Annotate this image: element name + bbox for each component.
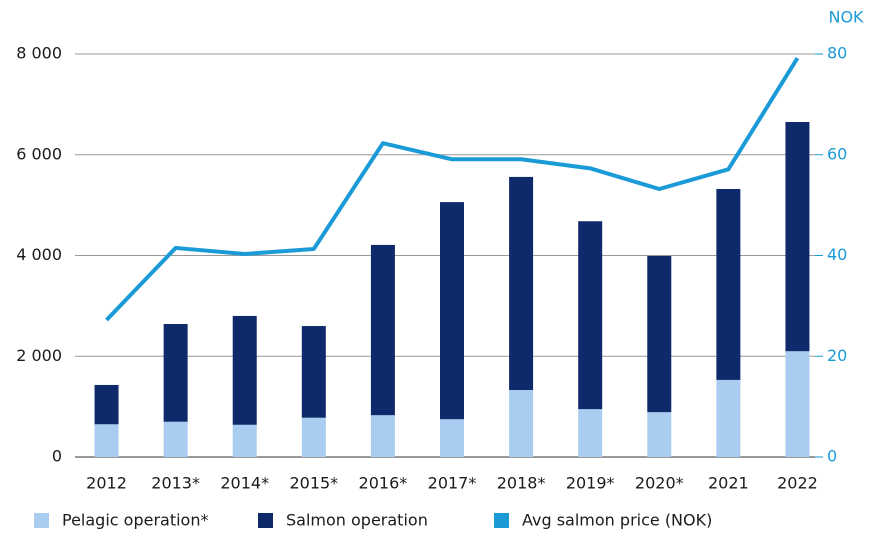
bar	[440, 419, 464, 457]
bar	[716, 379, 741, 457]
bar	[94, 384, 119, 425]
x-tick-label: 2014*	[220, 474, 269, 493]
line	[105, 56, 800, 322]
y2-tick-label: 80	[827, 44, 847, 63]
legend-label: Pelagic operation*	[62, 511, 208, 530]
bar	[647, 412, 672, 457]
x-tick-label: 2019*	[566, 474, 615, 493]
bar	[232, 315, 257, 425]
bar	[785, 122, 810, 352]
bar	[232, 424, 257, 457]
bar	[440, 202, 464, 420]
y-tick-label: 4 000	[16, 245, 62, 264]
x-tick-label: 2022	[777, 474, 818, 493]
x-tick-label: 2018*	[497, 474, 546, 493]
bar	[647, 256, 672, 413]
y-tick-label: 0	[52, 447, 62, 466]
y-tick-label: 6 000	[16, 144, 62, 163]
bar	[370, 244, 395, 416]
x-tick-label: 2017*	[428, 474, 477, 493]
legend-swatch	[258, 513, 273, 528]
legend-label: Avg salmon price (NOK)	[522, 511, 712, 530]
bar	[716, 189, 741, 380]
bar	[509, 390, 534, 457]
x-tick-label: 2016*	[359, 474, 408, 493]
bar	[163, 421, 188, 457]
y2-tick-label: 20	[827, 346, 847, 365]
bar	[509, 176, 534, 391]
y2-axis-label: NOK	[828, 8, 864, 27]
legend-swatch	[34, 513, 49, 528]
x-tick-label: 2020*	[635, 474, 684, 493]
x-tick-label: 2015*	[289, 474, 338, 493]
legend-label: Salmon operation	[286, 511, 428, 530]
y2-tick-label: 60	[827, 144, 847, 163]
bar	[301, 326, 326, 418]
bar	[94, 424, 119, 457]
y2-tick-label: 0	[827, 447, 837, 466]
legend-swatch	[494, 513, 509, 528]
y-tick-label: 8 000	[16, 44, 62, 63]
x-tick-label: 2021	[708, 474, 749, 493]
bar	[301, 417, 326, 457]
bar	[578, 221, 603, 410]
x-tick-label: 2013*	[151, 474, 200, 493]
bar	[785, 351, 810, 457]
bar	[370, 415, 395, 457]
bar	[578, 409, 603, 457]
bar	[163, 324, 188, 422]
x-tick-label: 2012	[86, 474, 127, 493]
y2-tick-label: 40	[827, 245, 847, 264]
y-tick-label: 2 000	[16, 346, 62, 365]
